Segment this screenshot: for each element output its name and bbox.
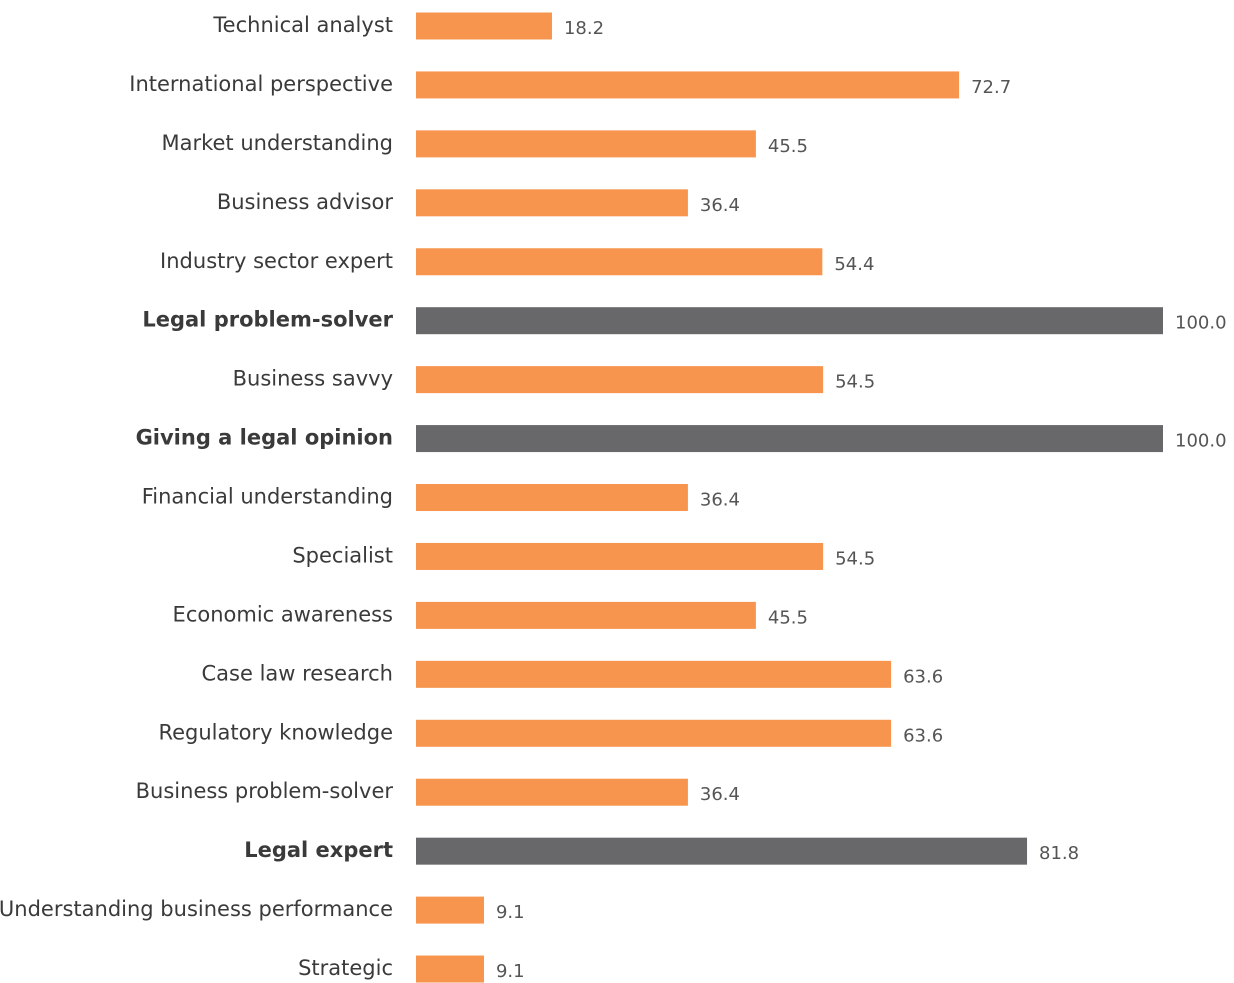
category-label: Business savvy <box>233 367 393 391</box>
bar <box>416 778 688 806</box>
category-label: Industry sector expert <box>160 249 393 273</box>
value-label: 36.4 <box>700 195 740 216</box>
bar <box>416 896 484 924</box>
category-label: Giving a legal opinion <box>136 426 393 450</box>
value-label: 63.6 <box>903 666 943 687</box>
value-label: 72.7 <box>971 77 1011 98</box>
bar <box>416 130 756 158</box>
value-label: 9.1 <box>496 902 525 923</box>
category-label: Economic awareness <box>173 602 393 626</box>
bar <box>416 12 552 40</box>
value-label: 36.4 <box>700 490 740 511</box>
value-label: 36.4 <box>700 784 740 805</box>
value-label: 100.0 <box>1175 431 1227 452</box>
bar <box>416 660 892 688</box>
category-label: Case law research <box>202 661 393 685</box>
bar <box>416 601 756 629</box>
bar <box>416 719 892 747</box>
value-label: 54.5 <box>835 548 875 569</box>
category-label: Understanding business performance <box>0 897 393 921</box>
bar <box>416 71 960 99</box>
category-label: Strategic <box>298 956 393 980</box>
bar <box>416 425 1163 453</box>
bar <box>416 484 688 512</box>
category-label: Legal expert <box>244 838 393 862</box>
value-label: 18.2 <box>564 18 604 39</box>
category-label: Business advisor <box>217 190 394 214</box>
category-label: Regulatory knowledge <box>158 720 393 744</box>
bar <box>416 542 824 570</box>
value-label: 45.5 <box>768 136 808 157</box>
category-label: Market understanding <box>161 131 393 155</box>
bar <box>416 248 823 276</box>
bar <box>416 307 1163 335</box>
bar <box>416 837 1028 865</box>
value-label: 54.5 <box>835 372 875 393</box>
value-label: 9.1 <box>496 961 525 982</box>
value-label: 45.5 <box>768 607 808 628</box>
category-label: Legal problem-solver <box>142 308 393 332</box>
value-label: 54.4 <box>834 254 874 275</box>
bar <box>416 955 484 983</box>
category-label: Specialist <box>292 543 393 567</box>
value-label: 100.0 <box>1175 313 1227 334</box>
category-label: International perspective <box>129 72 393 96</box>
value-label: 81.8 <box>1039 843 1079 864</box>
category-label: Financial understanding <box>142 485 393 509</box>
bar <box>416 366 824 394</box>
category-label: Technical analyst <box>212 13 393 37</box>
category-label: Business problem-solver <box>136 779 394 803</box>
value-label: 63.6 <box>903 725 943 746</box>
bar <box>416 189 688 217</box>
